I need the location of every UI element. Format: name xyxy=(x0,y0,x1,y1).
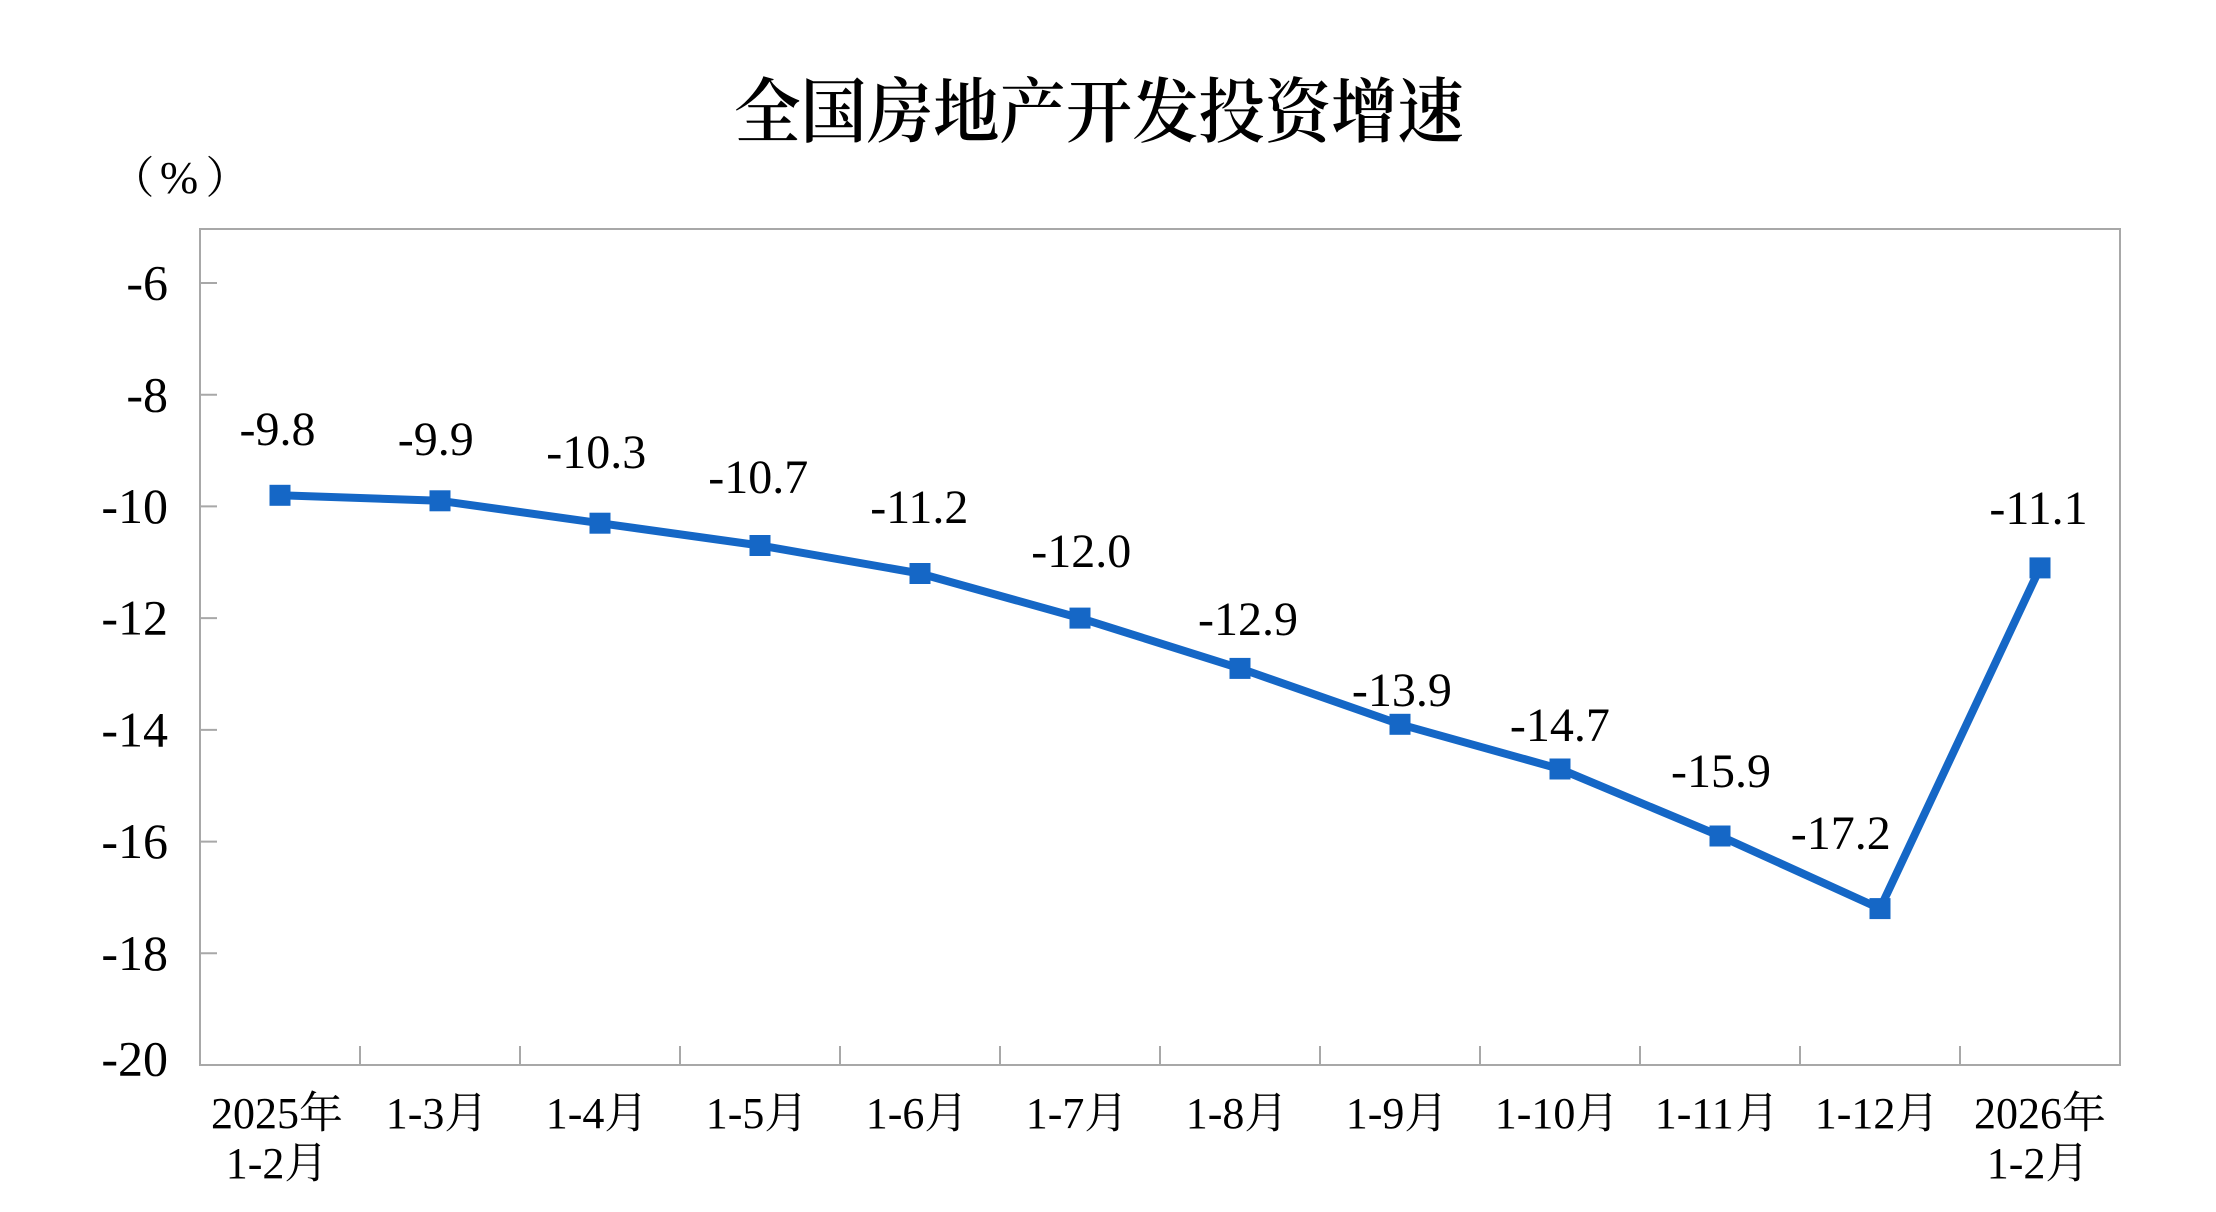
svg-text:2026: 2026 xyxy=(1974,1089,2062,1138)
svg-text:-16: -16 xyxy=(101,813,168,869)
svg-text:1-7: 1-7 xyxy=(1026,1089,1085,1138)
svg-text:1-12: 1-12 xyxy=(1815,1089,1896,1138)
svg-text:1-10: 1-10 xyxy=(1495,1089,1576,1138)
svg-text:-11.2: -11.2 xyxy=(870,481,968,534)
svg-text:2025: 2025 xyxy=(211,1089,299,1138)
svg-text:-10.3: -10.3 xyxy=(546,426,646,479)
svg-text:1-11: 1-11 xyxy=(1655,1089,1734,1138)
svg-text:-14: -14 xyxy=(101,702,168,758)
svg-text:1-2: 1-2 xyxy=(226,1139,285,1188)
svg-text:-13.9: -13.9 xyxy=(1352,664,1452,717)
svg-text:1-8: 1-8 xyxy=(1186,1089,1245,1138)
svg-text:1-4: 1-4 xyxy=(546,1089,605,1138)
svg-text:-8: -8 xyxy=(126,366,168,422)
svg-text:-17.2: -17.2 xyxy=(1791,807,1891,860)
svg-text:1-3: 1-3 xyxy=(386,1089,445,1138)
svg-text:-18: -18 xyxy=(101,925,168,981)
svg-text:-14.7: -14.7 xyxy=(1510,699,1610,752)
svg-text:%: % xyxy=(160,152,198,203)
svg-text:-20: -20 xyxy=(101,1031,168,1087)
svg-text:1-9: 1-9 xyxy=(1346,1089,1405,1138)
svg-text:1-2: 1-2 xyxy=(1987,1139,2046,1188)
svg-text:-15.9: -15.9 xyxy=(1671,745,1771,798)
svg-text:-10.7: -10.7 xyxy=(708,451,808,504)
svg-text:-10: -10 xyxy=(101,478,168,534)
svg-text:1-5: 1-5 xyxy=(706,1089,765,1138)
svg-text:-12.9: -12.9 xyxy=(1198,593,1298,646)
svg-text:-9.9: -9.9 xyxy=(398,413,474,466)
svg-text:-12: -12 xyxy=(101,590,168,646)
svg-text:-9.8: -9.8 xyxy=(240,403,316,456)
svg-text:-11.1: -11.1 xyxy=(1989,482,2087,535)
svg-text:-6: -6 xyxy=(126,255,168,311)
svg-text:-12.0: -12.0 xyxy=(1031,525,1131,578)
svg-text:1-6: 1-6 xyxy=(866,1089,925,1138)
